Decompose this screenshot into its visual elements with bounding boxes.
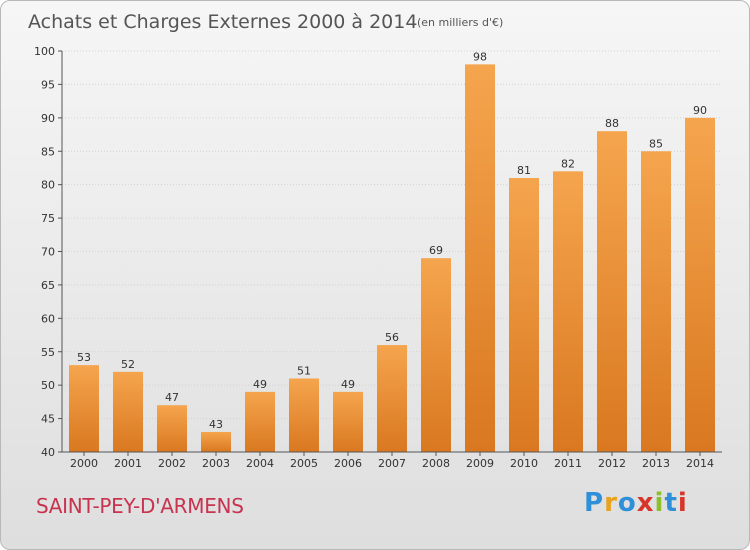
data-label: 43 — [209, 418, 223, 431]
y-tick-label: 70 — [41, 246, 55, 259]
logo-letter: t — [664, 488, 678, 518]
y-tick-label: 95 — [41, 78, 55, 91]
y-tick-label: 40 — [41, 446, 55, 459]
axes — [61, 51, 722, 453]
data-label: 56 — [385, 331, 399, 344]
chart-subtitle: (en milliers d'€) — [417, 16, 503, 29]
bar — [289, 378, 319, 452]
x-tick-label: 2009 — [466, 457, 494, 470]
chart-title: Achats et Charges Externes 2000 à 2014 — [28, 11, 417, 33]
x-axis-ticks: 2000 2001 2002 2003 2004 2005 2006 2007 2008 2009… — [70, 452, 714, 470]
logo-letter: i — [654, 488, 665, 518]
x-tick-label: 2008 — [422, 457, 450, 470]
x-tick-label: 2006 — [334, 457, 362, 470]
bar — [333, 391, 363, 452]
data-label: 49 — [341, 378, 355, 391]
data-label: 98 — [473, 50, 487, 63]
data-label: 81 — [517, 164, 531, 177]
x-tick-label: 2004 — [246, 457, 274, 470]
data-label: 88 — [605, 117, 619, 130]
logo-letter: x — [636, 488, 655, 518]
x-tick-label: 2014 — [686, 457, 714, 470]
data-label: 53 — [77, 351, 91, 364]
logo-letter: r — [604, 488, 618, 518]
x-tick-label: 2011 — [554, 457, 582, 470]
logo-letter: o — [617, 488, 637, 518]
y-tick-label: 50 — [41, 379, 55, 392]
y-axis-ticks: 40 45 50 55 60 65 70 75 80 85 90 95 100 — [34, 45, 62, 459]
y-tick-label: 60 — [41, 312, 55, 325]
x-tick-label: 2010 — [510, 457, 538, 470]
y-tick-label: 85 — [41, 145, 55, 158]
y-tick-label: 75 — [41, 212, 55, 225]
bar — [597, 131, 627, 452]
x-tick-label: 2012 — [598, 457, 626, 470]
y-tick-label: 100 — [34, 45, 55, 58]
data-label: 49 — [253, 378, 267, 391]
bar — [201, 431, 231, 452]
data-label: 82 — [561, 157, 575, 170]
y-tick-label: 80 — [41, 179, 55, 192]
logo-letter: P — [584, 488, 605, 518]
data-label: 47 — [165, 391, 179, 404]
x-tick-label: 2001 — [114, 457, 142, 470]
bar — [553, 171, 583, 453]
place-name: SAINT-PEY-D'ARMENS — [36, 494, 244, 518]
bar — [509, 177, 539, 452]
data-label: 90 — [693, 104, 707, 117]
y-tick-label: 55 — [41, 346, 55, 359]
data-label: 85 — [649, 137, 663, 150]
bars: 53 52 47 43 49 51 49 56 69 98 81 82 88 85 90 — [69, 50, 715, 453]
data-label: 69 — [429, 244, 443, 257]
y-tick-label: 45 — [41, 413, 55, 426]
data-label: 52 — [121, 358, 135, 371]
bar — [421, 258, 451, 452]
x-tick-label: 2007 — [378, 457, 406, 470]
y-tick-label: 90 — [41, 112, 55, 125]
x-tick-label: 2002 — [158, 457, 186, 470]
proxiti-logo: Proxiti — [584, 488, 688, 518]
x-tick-label: 2005 — [290, 457, 318, 470]
x-tick-label: 2000 — [70, 457, 98, 470]
logo-letter: i — [677, 488, 688, 518]
bar — [113, 371, 143, 452]
data-label: 51 — [297, 364, 311, 377]
bar — [465, 64, 495, 452]
x-tick-label: 2003 — [202, 457, 230, 470]
bar — [685, 117, 715, 452]
bar — [377, 345, 407, 452]
bar — [157, 405, 187, 452]
y-tick-label: 65 — [41, 279, 55, 292]
bar — [245, 391, 275, 452]
bar — [69, 365, 99, 452]
x-tick-label: 2013 — [642, 457, 670, 470]
bar — [641, 151, 671, 452]
